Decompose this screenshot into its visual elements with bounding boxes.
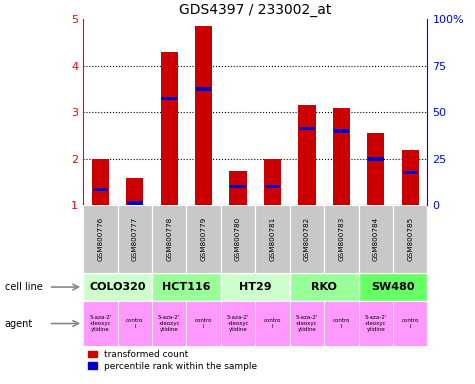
Bar <box>290 301 324 346</box>
Bar <box>118 301 152 346</box>
Text: 5-aza-2'
-deoxyc
ytidine: 5-aza-2' -deoxyc ytidine <box>227 315 249 332</box>
Bar <box>298 105 315 205</box>
Text: GSM800784: GSM800784 <box>373 217 379 261</box>
Text: GSM800778: GSM800778 <box>166 217 172 261</box>
Bar <box>186 301 221 346</box>
Bar <box>152 205 186 273</box>
Bar <box>92 159 109 205</box>
Text: contro
l: contro l <box>195 318 212 329</box>
Bar <box>230 185 246 189</box>
Bar <box>359 273 428 301</box>
Bar <box>118 205 152 273</box>
Bar <box>359 205 393 273</box>
Bar <box>265 185 280 189</box>
Text: GSM800783: GSM800783 <box>338 217 344 261</box>
Text: 5-aza-2'
-deoxyc
ytidine: 5-aza-2' -deoxyc ytidine <box>158 315 180 332</box>
Bar <box>83 301 118 346</box>
Bar <box>256 301 290 346</box>
Text: GSM800782: GSM800782 <box>304 217 310 261</box>
Bar <box>83 273 152 301</box>
Bar <box>152 273 221 301</box>
Text: GSM800779: GSM800779 <box>200 217 207 261</box>
Text: agent: agent <box>5 318 33 329</box>
Bar <box>290 205 324 273</box>
Text: GSM800785: GSM800785 <box>407 217 413 261</box>
Bar <box>127 202 142 205</box>
Text: contro
l: contro l <box>332 318 350 329</box>
Bar <box>324 205 359 273</box>
Bar <box>221 273 290 301</box>
Bar <box>333 108 350 205</box>
Bar <box>93 187 108 191</box>
Bar <box>196 88 211 91</box>
Text: HT29: HT29 <box>239 282 272 292</box>
Bar <box>368 157 384 161</box>
Bar <box>221 301 256 346</box>
Text: RKO: RKO <box>311 282 337 292</box>
Bar <box>162 97 177 100</box>
Text: contro
l: contro l <box>126 318 143 329</box>
Text: GSM800780: GSM800780 <box>235 217 241 261</box>
Bar <box>195 26 212 205</box>
Bar <box>256 205 290 273</box>
Text: SW480: SW480 <box>371 282 415 292</box>
Bar <box>393 205 428 273</box>
Text: COLO320: COLO320 <box>89 282 146 292</box>
Text: GSM800776: GSM800776 <box>97 217 104 261</box>
Bar <box>126 177 143 205</box>
Bar <box>299 127 315 130</box>
Bar <box>152 301 186 346</box>
Bar <box>359 301 393 346</box>
Text: GSM800781: GSM800781 <box>269 217 276 261</box>
Text: contro
l: contro l <box>401 318 419 329</box>
Bar <box>161 52 178 205</box>
Bar <box>83 205 118 273</box>
Bar <box>221 205 256 273</box>
Text: HCT116: HCT116 <box>162 282 211 292</box>
Bar <box>333 129 349 132</box>
Text: 5-aza-2'
-deoxyc
ytidine: 5-aza-2' -deoxyc ytidine <box>296 315 318 332</box>
Bar <box>393 301 428 346</box>
Legend: transformed count, percentile rank within the sample: transformed count, percentile rank withi… <box>88 350 257 371</box>
Bar <box>324 301 359 346</box>
Bar <box>402 150 419 205</box>
Title: GDS4397 / 233002_at: GDS4397 / 233002_at <box>179 3 332 17</box>
Text: contro
l: contro l <box>264 318 281 329</box>
Text: GSM800777: GSM800777 <box>132 217 138 261</box>
Bar <box>229 170 247 205</box>
Bar <box>367 133 384 205</box>
Bar <box>290 273 359 301</box>
Bar <box>402 171 418 174</box>
Text: cell line: cell line <box>5 282 42 292</box>
Bar <box>264 159 281 205</box>
Text: 5-aza-2'
-deoxyc
ytidine: 5-aza-2' -deoxyc ytidine <box>89 315 112 332</box>
Bar <box>186 205 221 273</box>
Text: 5-aza-2'
-deoxyc
ytidine: 5-aza-2' -deoxyc ytidine <box>365 315 387 332</box>
